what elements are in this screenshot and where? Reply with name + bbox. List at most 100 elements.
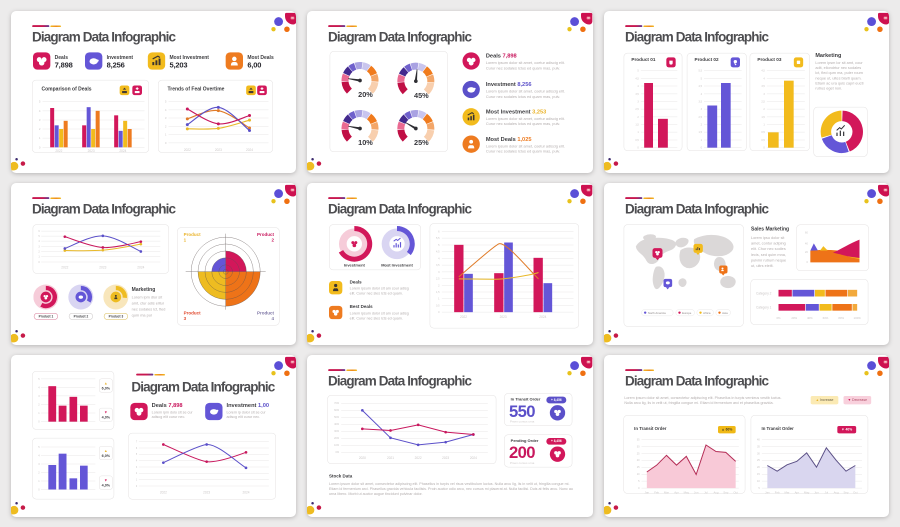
svg-text:Jun: Jun — [814, 490, 819, 494]
svg-text:40%: 40% — [334, 423, 340, 426]
svg-text:2022: 2022 — [55, 149, 62, 153]
svg-text:2: 2 — [700, 124, 702, 127]
svg-text:North America: North America — [647, 311, 665, 315]
svg-text:4,5: 4,5 — [698, 85, 702, 88]
svg-text:2023: 2023 — [88, 149, 95, 153]
svg-text:2,5: 2,5 — [698, 116, 702, 119]
svg-text:1,5: 1,5 — [635, 124, 639, 127]
svg-text:3,5: 3,5 — [436, 264, 440, 267]
svg-text:2022: 2022 — [460, 315, 467, 319]
svg-text:Oct: Oct — [733, 490, 738, 494]
svg-text:Category 2: Category 2 — [756, 291, 772, 295]
svg-text:3: 3 — [165, 116, 167, 120]
svg-text:1,5: 1,5 — [698, 131, 702, 134]
svg-text:30%: 30% — [334, 430, 340, 433]
svg-text:Aug: Aug — [833, 490, 838, 494]
svg-text:0: 0 — [763, 147, 765, 150]
svg-text:1: 1 — [38, 480, 40, 483]
svg-text:3: 3 — [38, 463, 40, 466]
svg-text:Europe: Europe — [682, 311, 692, 315]
svg-text:4,5: 4,5 — [761, 70, 765, 73]
svg-text:Mar: Mar — [784, 490, 789, 494]
svg-text:1: 1 — [700, 139, 702, 142]
svg-text:0,5: 0,5 — [761, 131, 765, 134]
svg-text:70%: 70% — [334, 402, 340, 405]
svg-text:5: 5 — [637, 70, 639, 73]
svg-text:3: 3 — [39, 118, 41, 122]
svg-text:5: 5 — [38, 235, 40, 238]
svg-text:60%: 60% — [334, 409, 340, 412]
svg-text:1: 1 — [438, 298, 440, 301]
svg-text:6: 6 — [38, 230, 40, 233]
svg-text:Product: Product — [257, 311, 275, 316]
svg-text:Category 1: Category 1 — [756, 306, 772, 310]
svg-text:0: 0 — [38, 488, 40, 491]
svg-text:3: 3 — [763, 93, 765, 96]
svg-text:10%: 10% — [358, 138, 373, 147]
svg-text:60: 60 — [805, 232, 808, 235]
svg-text:15: 15 — [757, 473, 760, 476]
svg-text:Product: Product — [257, 232, 275, 237]
svg-text:2: 2 — [637, 116, 639, 119]
svg-text:3: 3 — [438, 271, 440, 274]
svg-text:Product: Product — [184, 311, 202, 316]
svg-text:0: 0 — [806, 261, 808, 264]
svg-text:3: 3 — [184, 316, 187, 321]
svg-text:0,5: 0,5 — [436, 305, 440, 308]
svg-text:1: 1 — [136, 480, 138, 482]
svg-text:40%: 40% — [807, 316, 813, 320]
svg-text:5: 5 — [136, 454, 138, 456]
svg-text:20: 20 — [636, 459, 639, 462]
svg-text:0,5: 0,5 — [635, 139, 639, 142]
svg-text:1,5: 1,5 — [436, 291, 440, 294]
svg-text:3: 3 — [700, 108, 702, 111]
svg-text:1: 1 — [38, 256, 40, 259]
svg-text:Apr: Apr — [794, 490, 798, 494]
svg-text:Apr: Apr — [674, 490, 678, 494]
svg-text:Asia: Asia — [722, 311, 728, 315]
svg-text:30: 30 — [636, 445, 639, 448]
svg-text:0: 0 — [438, 311, 440, 314]
svg-text:0: 0 — [38, 261, 40, 264]
svg-text:2020: 2020 — [359, 456, 366, 460]
svg-text:2022: 2022 — [415, 456, 422, 460]
svg-text:2023: 2023 — [99, 266, 106, 270]
svg-text:30: 30 — [757, 452, 760, 455]
svg-text:3: 3 — [136, 467, 138, 469]
svg-text:2,5: 2,5 — [635, 108, 639, 111]
svg-text:2: 2 — [136, 473, 138, 475]
svg-text:5: 5 — [165, 100, 167, 104]
svg-text:Sep: Sep — [723, 490, 728, 494]
svg-text:5: 5 — [38, 446, 40, 449]
svg-text:0%: 0% — [336, 451, 340, 454]
svg-text:4,5: 4,5 — [635, 77, 639, 80]
svg-text:0: 0 — [637, 147, 639, 150]
svg-text:20%: 20% — [358, 90, 373, 99]
svg-text:1,5: 1,5 — [761, 116, 765, 119]
svg-text:Oct: Oct — [853, 490, 858, 494]
svg-text:2021: 2021 — [387, 456, 394, 460]
svg-text:10: 10 — [757, 480, 760, 483]
svg-text:20: 20 — [805, 251, 808, 254]
svg-text:2022: 2022 — [160, 490, 167, 494]
svg-text:2022: 2022 — [184, 148, 191, 152]
svg-text:Sep: Sep — [843, 490, 848, 494]
svg-text:May: May — [683, 490, 689, 494]
svg-text:2024: 2024 — [242, 490, 249, 494]
svg-text:Jul: Jul — [704, 490, 708, 494]
svg-text:0: 0 — [700, 147, 702, 150]
svg-text:May: May — [804, 490, 810, 494]
svg-text:2,5: 2,5 — [761, 101, 765, 104]
svg-text:0,5: 0,5 — [761, 139, 765, 142]
svg-text:4: 4 — [637, 85, 639, 88]
svg-text:5: 5 — [638, 480, 640, 483]
svg-text:2023: 2023 — [203, 490, 210, 494]
svg-text:2022: 2022 — [61, 266, 68, 270]
svg-text:Mar: Mar — [664, 490, 669, 494]
svg-text:20: 20 — [757, 466, 760, 469]
svg-text:25: 25 — [636, 452, 639, 455]
svg-text:Product: Product — [184, 232, 202, 237]
svg-text:60%: 60% — [822, 316, 828, 320]
svg-text:20%: 20% — [791, 316, 797, 320]
svg-text:6: 6 — [136, 448, 138, 450]
